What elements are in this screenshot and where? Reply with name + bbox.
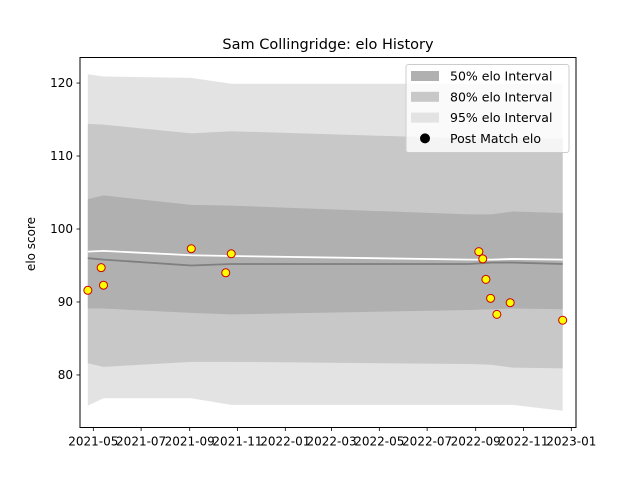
x-tick-label-7: 2022-07 [402,435,452,449]
post-match-point-11 [505,298,515,308]
x-tick-label-5: 2022-03 [306,435,356,449]
x-tick-label-9: 2022-11 [498,435,548,449]
legend-swatch-1 [411,91,439,102]
legend-label-0: 50% elo Interval [450,69,552,84]
y-tick-label-2: 100 [50,222,73,236]
y-tick-label-4: 120 [50,76,73,90]
post-match-point-7 [478,254,488,264]
post-match-point-10 [492,309,502,319]
mean-elo-line [87,257,563,267]
band-2 [87,195,563,315]
x-tick-label-6: 2022-05 [354,435,404,449]
y-axis-label: elo score [24,217,38,271]
x-tick-label-2: 2021-09 [165,435,215,449]
post-match-point-9 [486,293,496,303]
plot-area: 80 90 100 110 120 2021-052021-072021-092021-1… [50,74,596,449]
legend: 50% elo Interval 80% elo Interval 95% elo … [405,64,570,153]
post-match-point-12 [558,315,568,325]
y-tick-label-0: 80 [58,368,73,382]
legend-frame [405,64,570,153]
x-tick-label-3: 2021-11 [212,435,262,449]
post-match-point-8 [481,274,491,284]
post-match-point-6 [474,247,484,257]
chart-title: Sam Collingridge: elo History [222,37,434,53]
legend-label-1: 80% elo Interval [450,89,552,104]
post-match-point-2 [99,280,109,290]
x-tick-label-1: 2021-07 [116,435,166,449]
y-tick-label-3: 110 [50,149,73,163]
post-match-point-3 [186,244,196,254]
post-match-point-4 [221,268,231,278]
y-tick-label-1: 90 [58,295,73,309]
x-tick-label-10: 2023-01 [546,435,596,449]
post-match-point-5 [226,249,236,259]
legend-label-2: 95% elo Interval [450,110,552,125]
post-match-point-0 [83,285,93,295]
post-match-point-1 [96,263,106,273]
legend-marker-3 [420,133,430,144]
x-tick-label-4: 2022-01 [260,435,310,449]
plot-frame [79,57,577,428]
x-tick-label-0: 2021-05 [68,435,118,449]
x-tick-label-8: 2022-09 [451,435,501,449]
legend-label-3: Post Match elo [450,131,541,146]
legend-swatch-0 [411,71,439,81]
median-elo-line [87,249,563,261]
legend-swatch-2 [411,112,439,123]
